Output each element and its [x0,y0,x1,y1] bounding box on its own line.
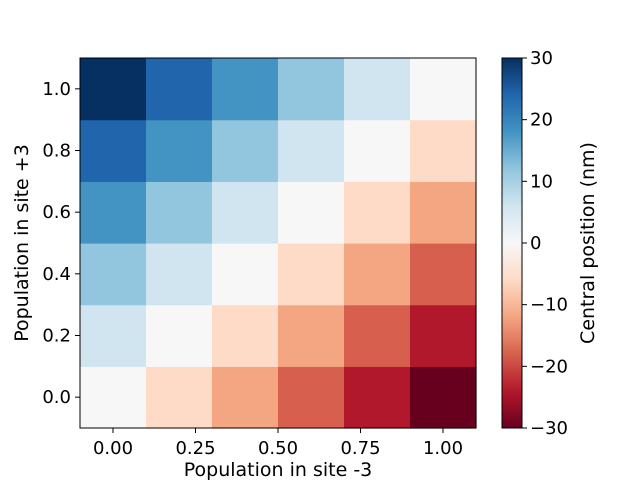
heatmap-cell [146,243,213,306]
heatmap-cell [278,181,345,244]
heatmap-cell [344,304,411,367]
heatmap-cell [80,366,147,429]
heatmap-cell [80,243,147,306]
heatmap-cell [212,366,279,429]
colorbar-tick-label: −10 [530,295,568,316]
heatmap-cell [80,119,147,182]
heatmap-cell [146,119,213,182]
y-tick-label: 0.4 [42,264,71,285]
heatmap-cell [212,181,279,244]
x-tick-label: 1.00 [423,438,463,459]
y-tick-label: 0.8 [42,141,71,162]
x-axis-label: Population in site -3 [184,459,373,480]
colorbar-tick-label: 0 [530,233,541,254]
heatmap-cell [212,58,279,121]
heatmap-cell [146,366,213,429]
heatmap-cell [80,304,147,367]
colorbar [501,57,523,429]
heatmap-cell [410,243,477,306]
x-tick-label: 0.25 [175,438,215,459]
heatmap-cell [410,304,477,367]
colorbar-tick-label: 10 [530,171,553,192]
heatmap-cell [212,304,279,367]
y-tick-label: 0.6 [42,202,71,223]
colorbar-ticks: 30 20 10 0 −10 −20 −30 [522,48,568,439]
heatmap-cells [80,58,477,429]
heatmap-cell [278,243,345,306]
colorbar-tick-label: 30 [530,48,553,69]
x-tick-label: 0.00 [93,438,133,459]
heatmap-cell [278,119,345,182]
x-tick-label: 0.75 [340,438,380,459]
heatmap-cell [80,181,147,244]
heatmap-cell [410,58,477,121]
heatmap-cell [278,366,345,429]
colorbar-tick-label: 20 [530,110,553,131]
heatmap-cell [410,181,477,244]
heatmap-cell [344,181,411,244]
heatmap-cell [278,58,345,121]
heatmap-cell [344,58,411,121]
y-tick-label: 1.0 [42,79,71,100]
heatmap-cell [146,58,213,121]
heatmap-cell [80,58,147,121]
heatmap-cell [212,243,279,306]
heatmap-cell [344,243,411,306]
colorbar-tick-label: −30 [530,418,568,439]
heatmap-cell [278,304,345,367]
x-tick-label: 0.50 [258,438,298,459]
y-axis-ticks: 0.0 0.2 0.4 0.6 0.8 1.0 [42,79,80,408]
y-tick-label: 0.2 [42,326,71,347]
heatmap-cell [212,119,279,182]
heatmap-cell [344,119,411,182]
heatmap-cell [344,366,411,429]
heatmap-cell [410,366,477,429]
heatmap-cell [146,304,213,367]
colorbar-tick-label: −20 [530,356,568,377]
colorbar-label: Central position (nm) [577,142,599,344]
heatmap-cell [146,181,213,244]
y-tick-label: 0.0 [42,387,71,408]
heatmap-cell [410,119,477,182]
x-axis-ticks: 0.00 0.25 0.50 0.75 1.00 [93,428,463,459]
y-axis-label: Population in site +3 [11,144,33,342]
